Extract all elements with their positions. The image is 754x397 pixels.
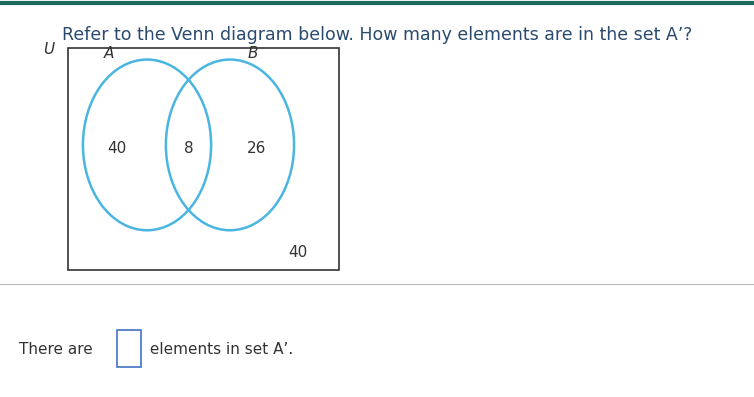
Bar (68, 48, 339, 270)
Text: 40: 40 (107, 141, 127, 156)
Text: Refer to the Venn diagram below. How many elements are in the set A’?: Refer to the Venn diagram below. How man… (62, 26, 692, 44)
Text: There are: There are (19, 342, 97, 357)
Text: U: U (44, 42, 54, 57)
Bar (117, 330, 141, 367)
Text: elements in set A’.: elements in set A’. (145, 342, 293, 357)
Text: A: A (104, 46, 115, 61)
Text: 8: 8 (184, 141, 193, 156)
Text: B: B (247, 46, 258, 61)
Text: 26: 26 (247, 141, 266, 156)
Text: 40: 40 (288, 245, 308, 260)
